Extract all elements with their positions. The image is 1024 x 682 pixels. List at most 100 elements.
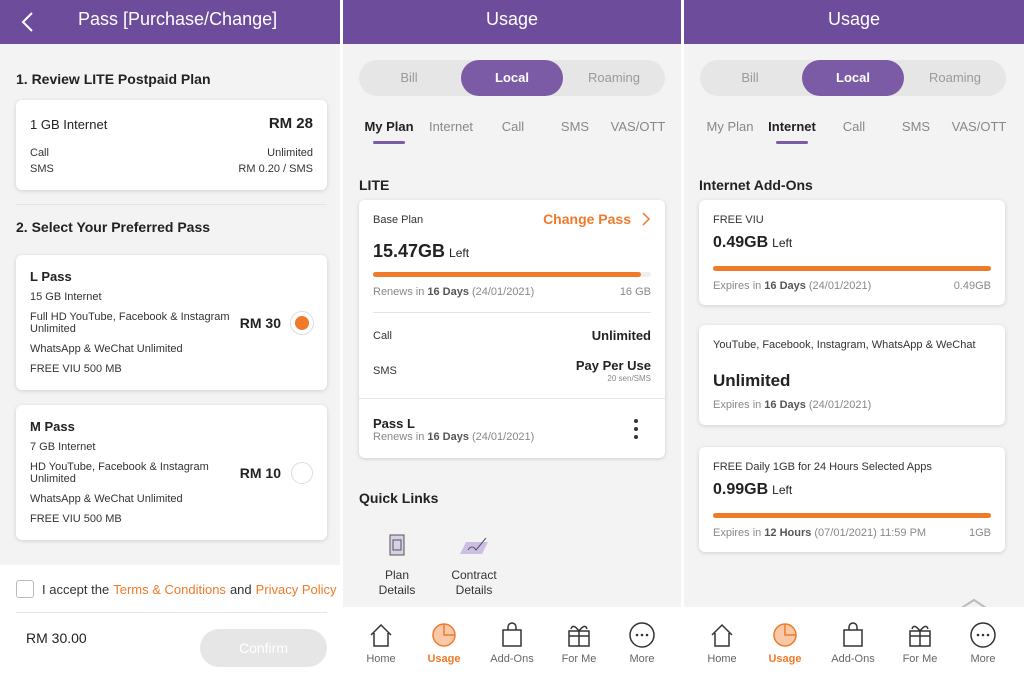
section-heading: Quick Links — [359, 490, 439, 506]
plan-card: Base Plan Change Pass 15.47GB Left Renews… — [359, 200, 665, 458]
tab-bar: Bill Local Roaming — [700, 60, 1006, 96]
nav-label: Usage — [768, 653, 802, 665]
more-menu[interactable] — [633, 418, 639, 440]
expires: Expires in 16 Days (24/01/2021) — [713, 280, 871, 292]
privacy-link[interactable]: Privacy Policy — [255, 582, 337, 597]
change-pass[interactable]: Change Pass — [543, 211, 631, 227]
terms-link[interactable]: Terms & Conditions — [113, 582, 226, 597]
row-value: Unlimited — [591, 328, 651, 343]
element — [970, 622, 996, 648]
header: Usage — [684, 0, 1024, 44]
nav-item[interactable]: More — [953, 621, 1013, 665]
checkbox[interactable] — [16, 580, 34, 598]
nav-icon — [843, 622, 863, 647]
progress-fill — [713, 513, 991, 518]
renews-text: Renews in — [373, 431, 425, 443]
row-label: SMS — [30, 163, 54, 175]
expires-text: Expires in — [713, 527, 762, 539]
nav-item[interactable]: Add-Ons — [823, 621, 883, 665]
nav-label: More — [629, 653, 655, 665]
progress-fill — [373, 272, 641, 277]
row-label: Call — [30, 147, 49, 159]
title: Usage — [827, 9, 881, 29]
back-button[interactable] — [20, 10, 36, 34]
element — [569, 625, 589, 646]
row-note: 20 sen/SMS — [607, 374, 651, 383]
confirm-button[interactable]: Confirm — [200, 629, 327, 667]
nav-icon — [370, 623, 392, 647]
radio[interactable] — [291, 462, 313, 484]
nav-item[interactable]: Home — [692, 621, 752, 665]
tab[interactable]: Bill — [741, 70, 759, 85]
header: Usage — [343, 0, 681, 44]
subtab[interactable]: Internet — [768, 119, 816, 134]
progress-bar — [713, 513, 991, 518]
nav-item[interactable]: Add-Ons — [482, 621, 542, 665]
renews: Renews in 16 Days (24/01/2021) — [373, 431, 534, 443]
tab-selected — [461, 60, 563, 96]
plan-card: 1 GB Internet RM 28 Call Unlimited SMS R… — [16, 100, 327, 190]
tab[interactable]: Bill — [400, 70, 418, 85]
nav-item[interactable]: For Me — [549, 621, 609, 665]
subtab[interactable]: Internet — [428, 119, 474, 134]
subtab[interactable]: VAS/OTT — [610, 119, 666, 134]
section-heading: LITE — [359, 177, 390, 193]
subtab[interactable]: SMS — [901, 119, 931, 134]
usage-local-screen: Usage LITE Base Plan Change Pass 15.47GB… — [343, 0, 681, 682]
progress-bar — [373, 272, 651, 277]
section-heading: Internet Add-Ons — [699, 177, 813, 193]
progress-bar — [713, 266, 991, 271]
element — [629, 622, 655, 648]
subtab[interactable]: SMS — [560, 119, 590, 134]
remaining: 0.49GB Left — [713, 234, 792, 252]
nav-icon — [909, 625, 931, 647]
element — [634, 427, 638, 431]
quick-link[interactable]: Contract Details — [439, 532, 509, 598]
nav-item[interactable]: More — [612, 621, 672, 665]
quick-link[interactable]: Plan Details — [367, 532, 427, 598]
element — [392, 539, 402, 551]
bottom-nav: Home Usage Add-Ons For Me More — [343, 607, 681, 682]
nav-icon — [773, 623, 797, 647]
addon-card: FREE Daily 1GB for 24 Hours Selected App… — [699, 447, 1005, 552]
nav-item[interactable]: For Me — [890, 621, 950, 665]
pass-card[interactable]: M Pass 7 GB Internet HD YouTube, Facebook … — [16, 405, 327, 540]
renews-date: (24/01/2021) — [471, 431, 535, 443]
element — [502, 629, 522, 647]
plan-price: RM 28 — [268, 115, 313, 132]
tab[interactable]: Local — [836, 70, 870, 85]
subtab[interactable]: Call — [842, 119, 866, 134]
addon-card: FREE VIU 0.49GB Left 0.49GB Expires in 16 Day… — [699, 200, 1005, 305]
total: RM 30.00 — [26, 630, 87, 646]
addon-name: FREE Daily 1GB for 24 Hours Selected App… — [713, 461, 932, 473]
nav-item[interactable]: Usage — [414, 621, 474, 665]
label: Plan Details — [378, 568, 416, 597]
subtab-underline — [373, 141, 405, 144]
expires-bold: 16 Days — [764, 280, 806, 292]
footer: I accept the Terms & Conditions and Privacy… — [0, 565, 340, 682]
nav-label: Add-Ons — [490, 653, 534, 665]
nav-label: For Me — [561, 653, 597, 665]
tab[interactable]: Roaming — [587, 70, 641, 85]
remaining: Unlimited — [713, 371, 790, 391]
nav-label: Add-Ons — [831, 653, 875, 665]
subtab[interactable]: Call — [501, 119, 525, 134]
renews: Renews in 16 Days (24/01/2021) — [373, 286, 534, 298]
radio[interactable] — [291, 312, 313, 334]
tab[interactable]: Local — [495, 70, 529, 85]
row-value: RM 0.20 / SMS — [238, 163, 313, 175]
tab[interactable]: Roaming — [928, 70, 982, 85]
subtab[interactable]: My Plan — [364, 119, 414, 134]
pass-card[interactable]: L Pass 15 GB Internet Full HD YouTube, Fac… — [16, 255, 327, 390]
pass-feature: 15 GB Internet — [30, 291, 102, 303]
subtab[interactable]: My Plan — [706, 119, 754, 134]
nav-icon — [970, 622, 996, 648]
nav-item[interactable]: Home — [351, 621, 411, 665]
subtab[interactable]: VAS/OTT — [951, 119, 1007, 134]
element — [389, 534, 405, 556]
section-heading: 2. Select Your Preferred Pass — [16, 219, 211, 235]
nav-label: For Me — [902, 653, 938, 665]
renews-date: (24/01/2021) — [471, 286, 535, 298]
element — [21, 12, 33, 32]
nav-item[interactable]: Usage — [755, 621, 815, 665]
